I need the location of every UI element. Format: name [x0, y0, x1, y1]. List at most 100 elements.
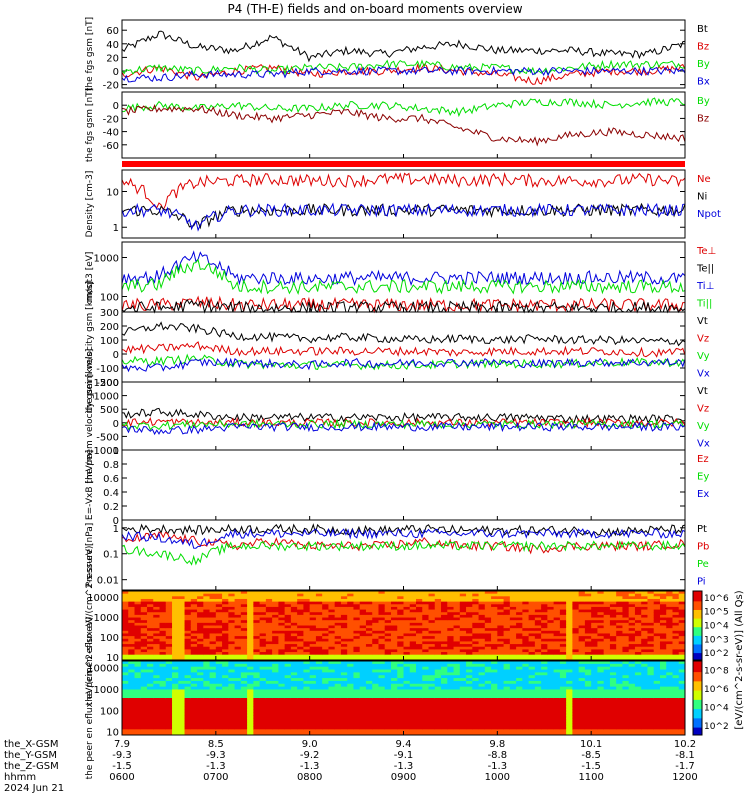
heatmap-cell: [603, 683, 611, 688]
heatmap-cell: [390, 598, 398, 603]
heatmap-cell: [197, 612, 204, 616]
heatmap-cell: [240, 609, 248, 613]
heatmap-cell: [122, 614, 129, 619]
heatmap-cell: [597, 706, 605, 710]
heatmap-cell: [297, 669, 304, 673]
heatmap-cell: [240, 661, 248, 665]
heatmap-cell: [572, 593, 580, 597]
heatmap-cell: [203, 692, 211, 696]
heatmap-cell: [159, 732, 167, 736]
heatmap-cell: [647, 683, 655, 688]
heatmap-cell: [678, 712, 686, 716]
heatmap-cell: [140, 630, 148, 634]
heatmap-cell: [666, 729, 673, 733]
heatmap-cell: [228, 680, 236, 685]
heatmap-cell: [541, 689, 548, 693]
heatmap-cell: [491, 686, 498, 690]
heatmap-cell: [165, 661, 173, 665]
heatmap-cell: [172, 732, 179, 736]
colorbar-frame: [692, 590, 703, 661]
heatmap-cell: [484, 686, 492, 690]
heatmap-cell: [328, 672, 336, 676]
heatmap-cell: [472, 596, 480, 600]
heatmap-cell: [284, 663, 292, 668]
heatmap-cell: [597, 644, 605, 648]
heatmap-cell: [641, 663, 648, 668]
heatmap-cell: [484, 732, 492, 736]
heatmap-cell: [653, 606, 661, 611]
heatmap-cell: [447, 723, 455, 727]
heatmap-cell: [459, 669, 467, 673]
heatmap-cell: [322, 729, 329, 733]
heatmap-cell: [253, 712, 261, 716]
heatmap-cell: [453, 644, 461, 648]
y-tick-label: 0.2: [103, 502, 119, 513]
heatmap-cell: [609, 646, 617, 650]
heatmap-cell: [453, 715, 461, 719]
heatmap-cell: [365, 620, 373, 624]
heatmap-cell: [422, 606, 430, 611]
colorbar-swatch: [693, 641, 702, 644]
heatmap-cell: [347, 700, 354, 705]
heatmap-cell: [122, 729, 129, 733]
heatmap-cell: [541, 638, 548, 642]
heatmap-cell: [365, 636, 373, 640]
heatmap-cell: [647, 715, 655, 719]
heatmap-cell: [153, 661, 161, 665]
heatmap-cell: [659, 644, 667, 648]
heatmap-cell: [384, 617, 392, 621]
heatmap-cell: [353, 683, 361, 688]
heatmap-cell: [528, 591, 536, 595]
colorbar-swatch: [693, 690, 702, 693]
heatmap-cell: [240, 732, 248, 736]
heatmap-cell: [441, 644, 448, 648]
heatmap-cell: [247, 614, 254, 619]
heatmap-cell: [591, 622, 598, 626]
heatmap-cell: [659, 636, 667, 640]
heatmap-cell: [240, 720, 248, 725]
heatmap-cell: [284, 598, 292, 603]
heatmap-cell: [178, 706, 186, 710]
heatmap-cell: [634, 706, 642, 710]
heatmap-cell: [384, 646, 392, 650]
heatmap-cell: [572, 649, 580, 653]
heatmap-cell: [503, 601, 511, 605]
heatmap-cell: [403, 620, 411, 624]
heatmap-cell: [397, 680, 404, 685]
heatmap-cell: [453, 666, 461, 671]
heatmap-cell: [591, 636, 598, 640]
x-tick-label: -9.3: [112, 750, 132, 761]
heatmap-cell: [390, 732, 398, 736]
plot-title: P4 (TH-E) fields and on-board moments ov…: [227, 2, 523, 16]
heatmap-cell: [347, 612, 354, 616]
heatmap-cell: [303, 720, 311, 725]
heatmap-cell: [234, 628, 242, 632]
heatmap-cell: [153, 649, 161, 653]
heatmap-cell: [641, 720, 648, 725]
heatmap-cell: [247, 636, 254, 640]
heatmap-cell: [178, 644, 186, 648]
heatmap-cell: [347, 663, 354, 668]
heatmap-cell: [172, 614, 179, 619]
series-line: [121, 65, 686, 83]
heatmap-cell: [303, 606, 311, 611]
heatmap-cell: [453, 628, 461, 632]
heatmap-cell: [259, 703, 267, 708]
heatmap-cell: [459, 630, 467, 634]
heatmap-cell: [172, 683, 179, 688]
heatmap-cell: [609, 703, 617, 708]
heatmap-cell: [253, 720, 261, 725]
colorbar-swatch: [693, 725, 702, 729]
heatmap-cell: [278, 661, 286, 665]
heatmap-cell: [584, 712, 592, 716]
heatmap-cell: [297, 686, 304, 690]
heatmap-cell: [378, 678, 386, 682]
heatmap-cell: [353, 625, 361, 629]
heatmap-cell: [441, 692, 448, 696]
heatmap-cell: [390, 593, 398, 597]
heatmap-cell: [147, 606, 154, 611]
heatmap-cell: [140, 622, 148, 626]
heatmap-cell: [265, 675, 273, 679]
heatmap-cell: [172, 706, 179, 710]
heatmap-cell: [340, 692, 348, 696]
